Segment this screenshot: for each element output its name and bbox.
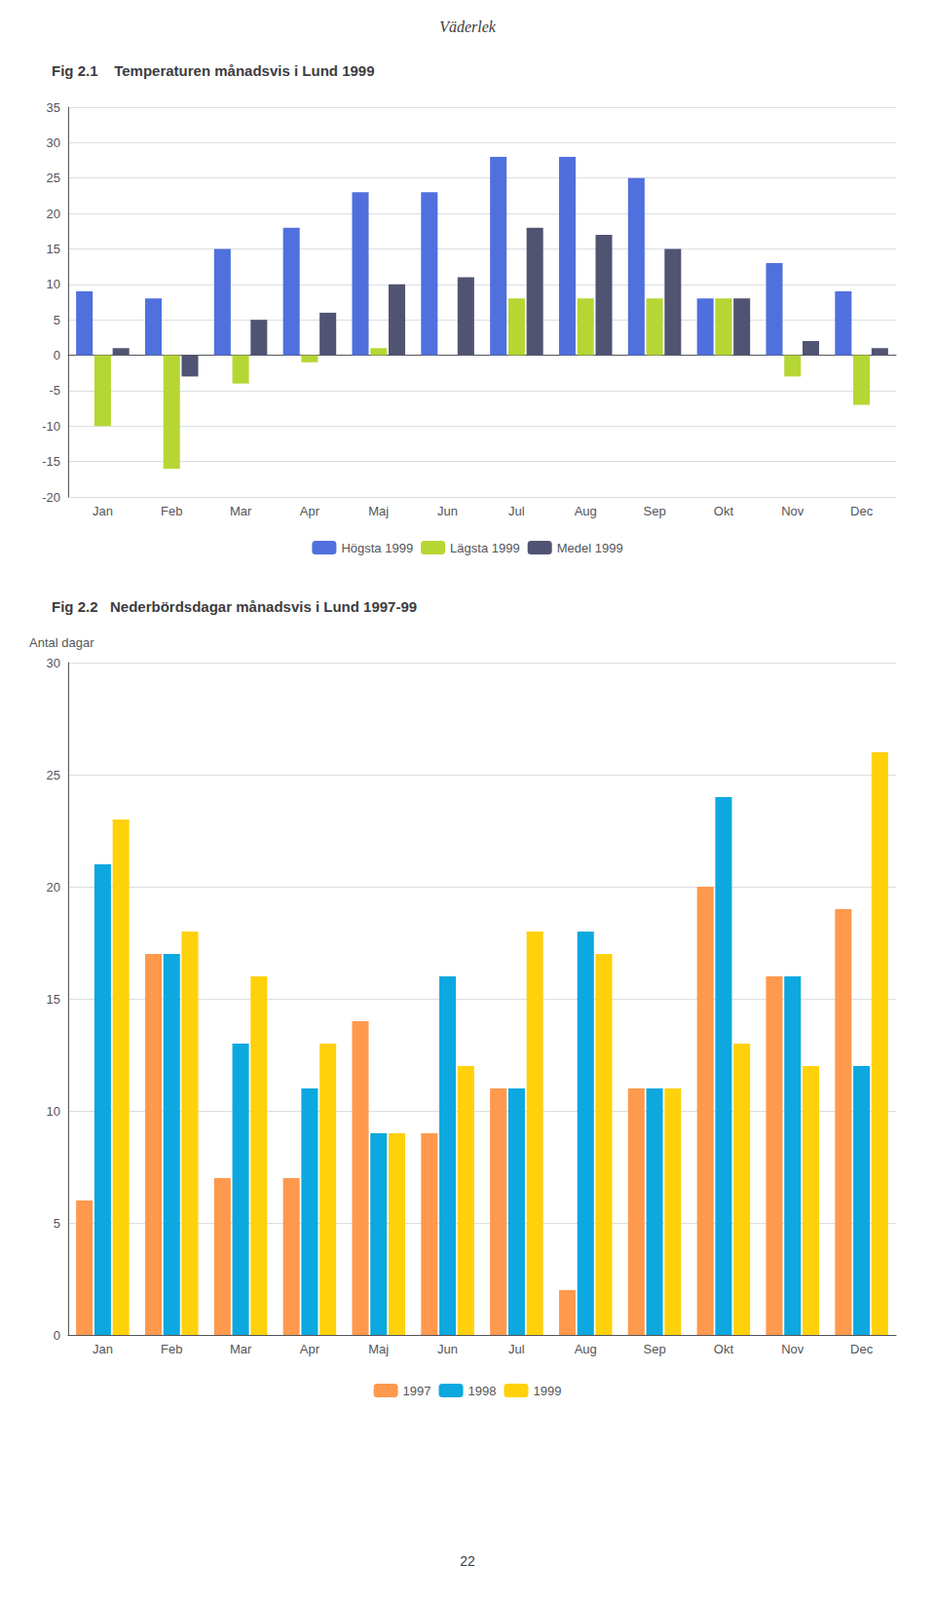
svg-text:Dec: Dec	[850, 503, 874, 519]
svg-text:20: 20	[46, 206, 61, 222]
svg-text:-10: -10	[41, 418, 61, 434]
svg-text:Lägsta 1999: Lägsta 1999	[449, 540, 521, 556]
svg-text:Apr: Apr	[299, 503, 321, 519]
svg-text:25: 25	[46, 767, 61, 783]
svg-text:Sep: Sep	[643, 1341, 667, 1356]
svg-text:Feb: Feb	[160, 1341, 183, 1356]
svg-text:5: 5	[53, 1215, 61, 1231]
svg-text:1998: 1998	[468, 1383, 497, 1398]
svg-text:Jun: Jun	[437, 1341, 458, 1356]
svg-text:30: 30	[46, 655, 61, 671]
svg-text:22: 22	[459, 1552, 476, 1569]
svg-text:Okt: Okt	[713, 1341, 735, 1356]
svg-text:Maj: Maj	[368, 1341, 389, 1356]
svg-text:Fig 2.1 Temperaturen månads: Fig 2.1 Temperaturen månadsvis i Lund 19…	[51, 62, 375, 79]
svg-text:Okt: Okt	[713, 503, 735, 519]
svg-text:Högsta 1999: Högsta 1999	[340, 540, 413, 556]
svg-text:Nov: Nov	[781, 503, 805, 519]
svg-text:Mar: Mar	[229, 503, 253, 519]
svg-text:Jul: Jul	[508, 503, 525, 519]
svg-text:Mar: Mar	[229, 1341, 253, 1356]
svg-text:1997: 1997	[403, 1383, 432, 1398]
svg-text:Jun: Jun	[437, 503, 458, 519]
svg-text:-20: -20	[41, 489, 61, 505]
svg-text:15: 15	[46, 241, 61, 257]
svg-text:5: 5	[53, 312, 61, 328]
svg-text:Väderlek: Väderlek	[439, 18, 497, 36]
svg-text:25: 25	[46, 170, 61, 186]
svg-text:1999: 1999	[532, 1383, 561, 1398]
svg-text:Jul: Jul	[508, 1341, 525, 1356]
svg-text:Apr: Apr	[299, 1341, 321, 1356]
svg-text:Feb: Feb	[160, 503, 183, 519]
svg-text:-15: -15	[41, 453, 61, 469]
svg-text:Dec: Dec	[850, 1341, 874, 1356]
svg-text:Aug: Aug	[574, 1341, 598, 1356]
svg-text:Fig 2.2 Nederbördsdagar måna: Fig 2.2 Nederbördsdagar månadsvis i Lund…	[51, 598, 417, 615]
svg-text:10: 10	[46, 1103, 61, 1119]
svg-text:Sep: Sep	[643, 503, 667, 519]
svg-text:0: 0	[53, 347, 61, 363]
svg-text:Nov: Nov	[781, 1341, 805, 1356]
svg-text:Antal dagar: Antal dagar	[29, 635, 95, 650]
svg-text:Jan: Jan	[92, 503, 113, 519]
svg-text:Jan: Jan	[92, 1341, 113, 1356]
svg-text:Maj: Maj	[368, 503, 389, 519]
svg-text:10: 10	[46, 276, 61, 292]
svg-text:15: 15	[46, 991, 61, 1007]
svg-text:-5: -5	[48, 382, 61, 398]
svg-text:20: 20	[46, 879, 61, 895]
svg-text:30: 30	[46, 135, 61, 150]
svg-text:Medel 1999: Medel 1999	[557, 540, 624, 556]
svg-text:35: 35	[46, 100, 61, 115]
svg-text:0: 0	[53, 1327, 61, 1343]
svg-text:Aug: Aug	[574, 503, 598, 519]
